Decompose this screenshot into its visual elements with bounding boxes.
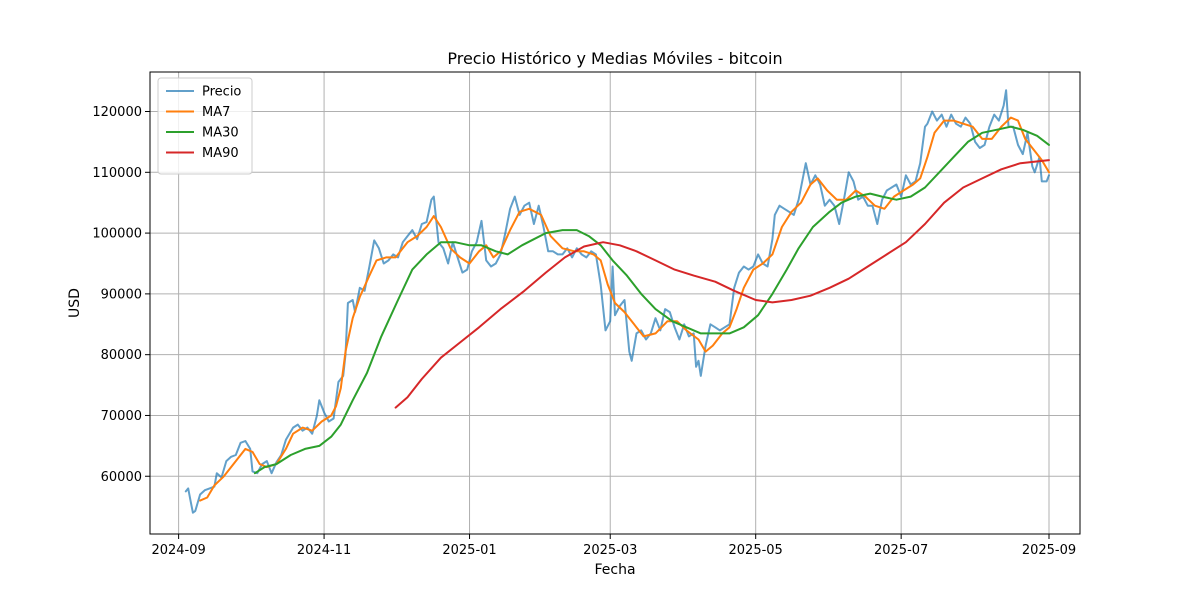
legend-label: MA7 [202, 105, 230, 120]
y-axis: 60000 70000 80000 90000 100000 110000 120000 [92, 105, 150, 485]
series-line-ma30 [253, 125, 1050, 475]
y-tick-label: 100000 [92, 227, 142, 242]
x-tick-label: 2025-07 [874, 543, 928, 558]
legend-label: MA30 [202, 126, 239, 141]
series-line-precio [184, 89, 1050, 514]
x-tick-label: 2025-09 [1022, 543, 1076, 558]
x-tick-label: 2025-05 [729, 543, 783, 558]
chart-title: Precio Histórico y Medias Móviles - bitc… [447, 49, 782, 68]
grid [150, 72, 1080, 534]
y-tick-label: 90000 [101, 287, 142, 302]
series-line-ma90 [394, 159, 1050, 409]
y-tick-label: 80000 [101, 348, 142, 363]
legend: Precio MA7 MA30 MA90 [157, 77, 253, 175]
y-axis-label: USD [67, 288, 83, 318]
y-tick-label: 110000 [92, 166, 142, 181]
y-tick-label: 120000 [92, 105, 142, 120]
x-tick-label: 2025-03 [583, 543, 637, 558]
legend-box [157, 77, 253, 175]
x-tick-label: 2024-09 [151, 543, 205, 558]
series-layer [184, 89, 1050, 514]
x-tick-label: 2024-11 [297, 543, 351, 558]
x-tick-label: 2025-01 [442, 543, 496, 558]
plot-frame [149, 71, 1081, 535]
x-axis: 2024-09 2024-11 2025-01 2025-03 2025-05 2025-… [151, 534, 1076, 558]
legend-label: MA90 [202, 146, 239, 161]
series-line-ma7 [199, 116, 1050, 502]
y-tick-label: 60000 [101, 470, 142, 485]
x-axis-label: Fecha [594, 562, 635, 578]
legend-label: Precio [202, 85, 241, 100]
y-tick-label: 70000 [101, 409, 142, 424]
